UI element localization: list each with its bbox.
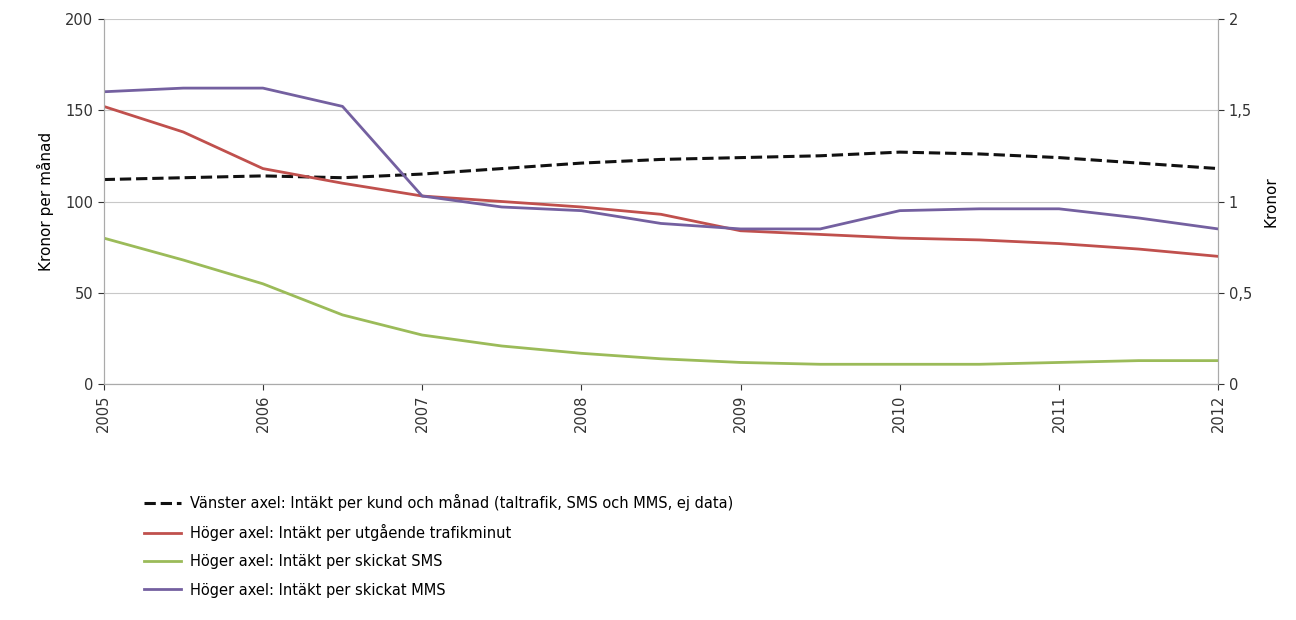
- Y-axis label: Kronor per månad: Kronor per månad: [38, 132, 54, 271]
- Legend: Vänster axel: Intäkt per kund och månad (taltrafik, SMS och MMS, ej data), Höger: Vänster axel: Intäkt per kund och månad …: [144, 494, 732, 598]
- Y-axis label: Kronor: Kronor: [1264, 176, 1278, 227]
